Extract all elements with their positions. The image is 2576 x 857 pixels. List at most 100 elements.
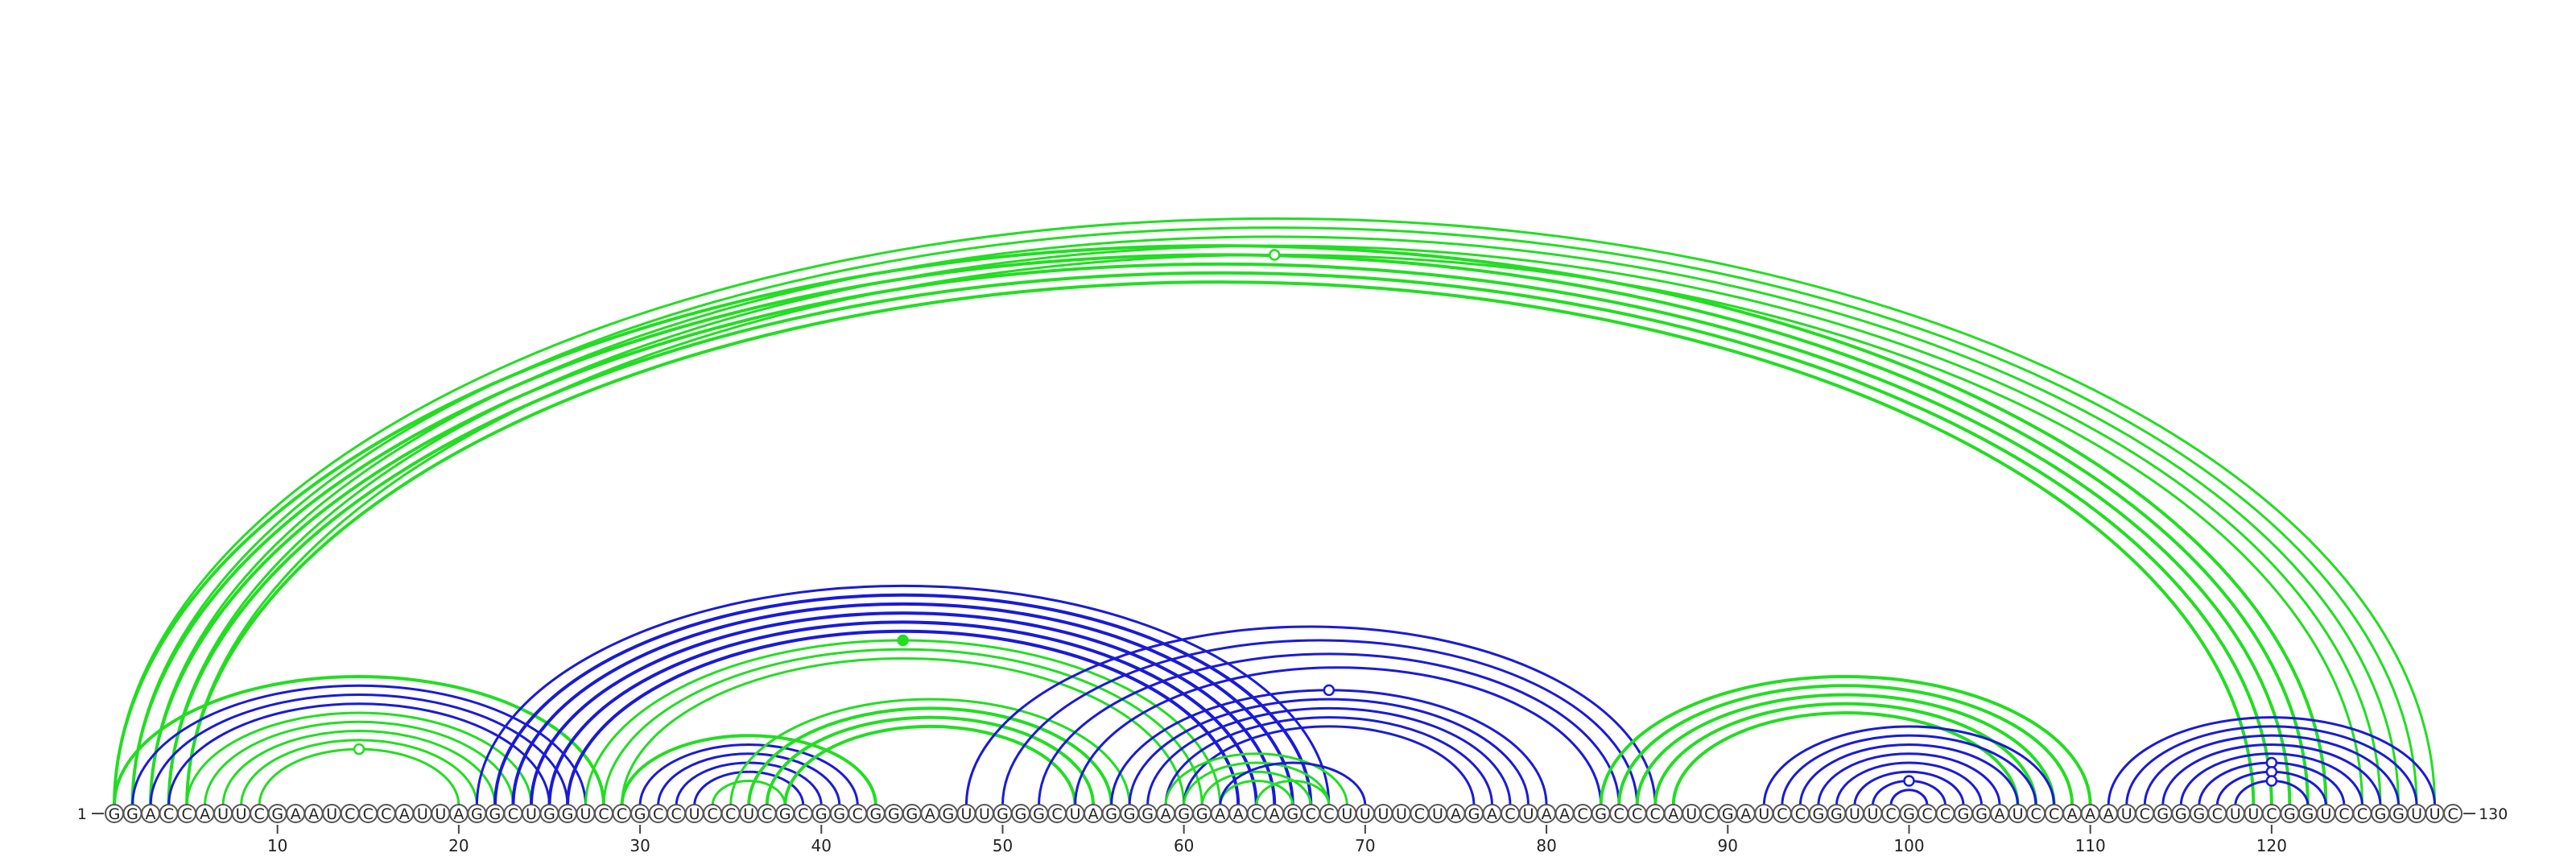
nucleotide-letter: U	[417, 805, 428, 823]
nucleotide: U	[521, 804, 541, 823]
nucleotide-letter: U	[743, 805, 754, 823]
nucleotide-letter: G	[1595, 805, 1607, 823]
nucleotide-letter: C	[2212, 805, 2223, 823]
base-pair-arc	[1835, 761, 1984, 806]
nucleotide-letter: C	[762, 805, 772, 823]
nucleotide: G	[2297, 804, 2318, 823]
base-pair-arc	[1599, 674, 2092, 806]
base-pair-arc	[1219, 761, 1367, 806]
tick-label: 10	[267, 836, 287, 855]
nucleotide: G	[1011, 804, 1030, 823]
nucleotide-letter: A	[1668, 805, 1678, 823]
nucleotide-letter: U	[1432, 805, 1443, 823]
base-pair-arc	[621, 657, 1186, 806]
nucleotide: G	[467, 804, 487, 823]
nucleotide-letter: G	[2175, 805, 2187, 823]
nucleotide-letter: A	[2103, 805, 2114, 823]
nucleotide: C	[177, 804, 197, 823]
base-pair-arc	[1762, 725, 2056, 806]
tick-label: 40	[811, 836, 832, 855]
nucleotide-letter: A	[925, 805, 935, 823]
nucleotide-circle	[2443, 804, 2463, 823]
nucleotide-letter: G	[2375, 805, 2387, 823]
nucleotide: U	[956, 804, 976, 823]
base-pair-arc	[657, 752, 841, 806]
nucleotide: C	[1790, 804, 1810, 823]
nucleotide: G	[1808, 804, 1828, 823]
nucleotide: C	[1772, 804, 1792, 823]
nucleotide: G	[1827, 804, 1847, 823]
nucleotide-letter: G	[1286, 805, 1298, 823]
nucleotide-letter: A	[308, 805, 319, 823]
nucleotide-letter: C	[1922, 805, 1932, 823]
base-pair-arc	[1146, 706, 1512, 806]
nucleotide-letter: U	[1867, 805, 1878, 823]
nucleotide: A	[1537, 804, 1557, 823]
base-pair-arc	[1164, 752, 1348, 806]
nucleotide: G	[775, 804, 795, 823]
nucleotide-letter: C	[181, 805, 192, 823]
base-pair-arc	[1653, 702, 2038, 806]
nucleotide: U	[2116, 804, 2136, 823]
nucleotide-letter: G	[1468, 805, 1480, 823]
tick-label: 70	[1355, 836, 1375, 855]
tick-label: 100	[1893, 836, 1924, 855]
nucleotide-letter: A	[146, 805, 156, 823]
base-pair-arc	[167, 271, 2273, 806]
base-pair-arc	[131, 226, 2418, 806]
base-pair-arc	[113, 674, 606, 806]
nucleotide: C	[503, 804, 523, 823]
nucleotide-letter: G	[1975, 805, 1988, 823]
nucleotide: C	[594, 804, 614, 823]
nucleotide: C	[376, 804, 396, 823]
base-pair-arc	[620, 734, 877, 806]
base-pair-arc	[1853, 770, 1965, 806]
nucleotide: C	[2135, 804, 2155, 823]
nucleotide-letter: U	[580, 805, 592, 823]
nucleotide-letter: C	[1577, 805, 1587, 823]
nucleotide-letter: U	[689, 805, 700, 823]
nucleotide-letter: A	[1215, 805, 1225, 823]
nucleotide-letter: A	[453, 805, 464, 823]
base-pair-arc	[602, 648, 1203, 806]
nucleotide-letter: G	[1958, 805, 1970, 823]
nucleotide: U	[974, 804, 994, 823]
nucleotide: C	[1627, 804, 1647, 823]
nucleotide: U	[1337, 804, 1357, 823]
nucleotide-letter: G	[271, 805, 283, 823]
base-pair-arc	[131, 684, 588, 806]
nucleotide-letter: U	[2411, 805, 2422, 823]
nucleotide: U	[1065, 804, 1085, 823]
nucleotide-letter: U	[326, 805, 337, 823]
nucleotide: U	[1682, 804, 1702, 823]
nucleotide: G	[122, 804, 142, 823]
tick-label: 30	[630, 836, 650, 855]
nucleotide-letter: U	[526, 805, 537, 823]
nucleotide-letter: C	[2447, 805, 2458, 823]
nucleotide-letter: U	[1396, 805, 1407, 823]
nucleotide: C	[1246, 804, 1266, 823]
nucleotide: U	[2008, 804, 2028, 823]
nucleotide-letter: C	[1777, 805, 1787, 823]
arc-markers	[353, 249, 2278, 787]
base-pair-arc	[1219, 779, 1294, 806]
nucleotide-letter: C	[2357, 805, 2368, 823]
nucleotide: G	[2189, 804, 2209, 823]
base-pair-arc	[1817, 752, 2001, 806]
nucleotide: U	[2407, 804, 2427, 823]
nucleotide: G	[1120, 804, 1140, 823]
nucleotide-letter: G	[2157, 805, 2169, 823]
nucleotide: G	[267, 804, 287, 823]
nucleotide: U	[2225, 804, 2245, 823]
base-pair-arc	[221, 730, 497, 806]
nucleotide-letter: C	[708, 805, 718, 823]
nucleotide-letter: C	[1614, 805, 1624, 823]
nucleotide: A	[303, 804, 324, 823]
nucleotide: G	[485, 804, 505, 823]
nucleotide: C	[757, 804, 777, 823]
nucleotide-letter: U	[1523, 805, 1534, 823]
base-pair-arc	[1200, 770, 1312, 806]
base-pair-arc	[130, 253, 2310, 806]
tick-label: 60	[1174, 836, 1194, 855]
